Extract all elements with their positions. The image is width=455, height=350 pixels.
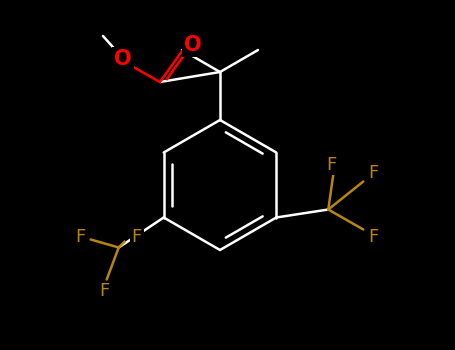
Text: F: F [76, 229, 86, 246]
Text: F: F [326, 155, 336, 174]
Text: O: O [114, 49, 132, 69]
Text: F: F [368, 229, 379, 246]
Text: F: F [100, 282, 110, 301]
Text: O: O [184, 35, 202, 55]
Text: F: F [131, 229, 142, 246]
Text: F: F [368, 164, 379, 182]
